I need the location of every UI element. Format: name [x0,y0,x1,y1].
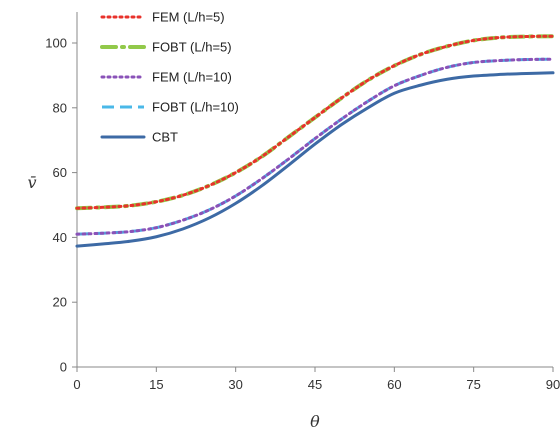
series-line-3 [75,57,555,236]
x-tick-label: 30 [228,377,242,392]
series-line-1 [75,34,555,210]
y-tick-label: 0 [60,360,67,375]
series-line-5 [75,71,555,248]
legend-label: FEM (L/h=5) [152,10,225,25]
y-tick-label: 100 [45,36,67,51]
legend: FEM (L/h=5) FOBT (L/h=5) FEM (L/h=10) FOBT … [100,10,239,145]
plot-series [75,34,555,248]
y-tick-label: 20 [53,295,67,310]
legend-entry: FOBT (L/h=10) [102,100,239,115]
y-tick-label: 40 [53,230,67,245]
legend-entry: FEM (L/h=5) [100,10,225,25]
y-tick-label: 80 [53,100,67,115]
x-tick-label: 0 [73,377,80,392]
y-ticks: 0 20 40 60 80 100 [45,36,77,375]
x-tick-label: 15 [149,377,163,392]
x-axis-label: θ [310,412,320,431]
x-tick-label: 75 [466,377,480,392]
legend-label: FOBT (L/h=10) [152,100,239,115]
x-ticks: 0 15 30 45 60 75 90 [73,367,560,392]
legend-label: FOBT (L/h=5) [152,40,232,55]
legend-entry: FEM (L/h=10) [100,70,232,85]
series-line-4 [76,57,554,236]
x-tick-label: 60 [387,377,401,392]
legend-entry: CBT [100,130,178,145]
legend-label: CBT [152,130,178,145]
y-tick-label: 60 [53,165,67,180]
x-tick-label: 90 [546,377,560,392]
y-axis-label: v̄ [27,173,36,192]
x-tick-label: 45 [308,377,322,392]
legend-label: FEM (L/h=10) [152,70,232,85]
legend-entry: FOBT (L/h=5) [100,40,232,55]
